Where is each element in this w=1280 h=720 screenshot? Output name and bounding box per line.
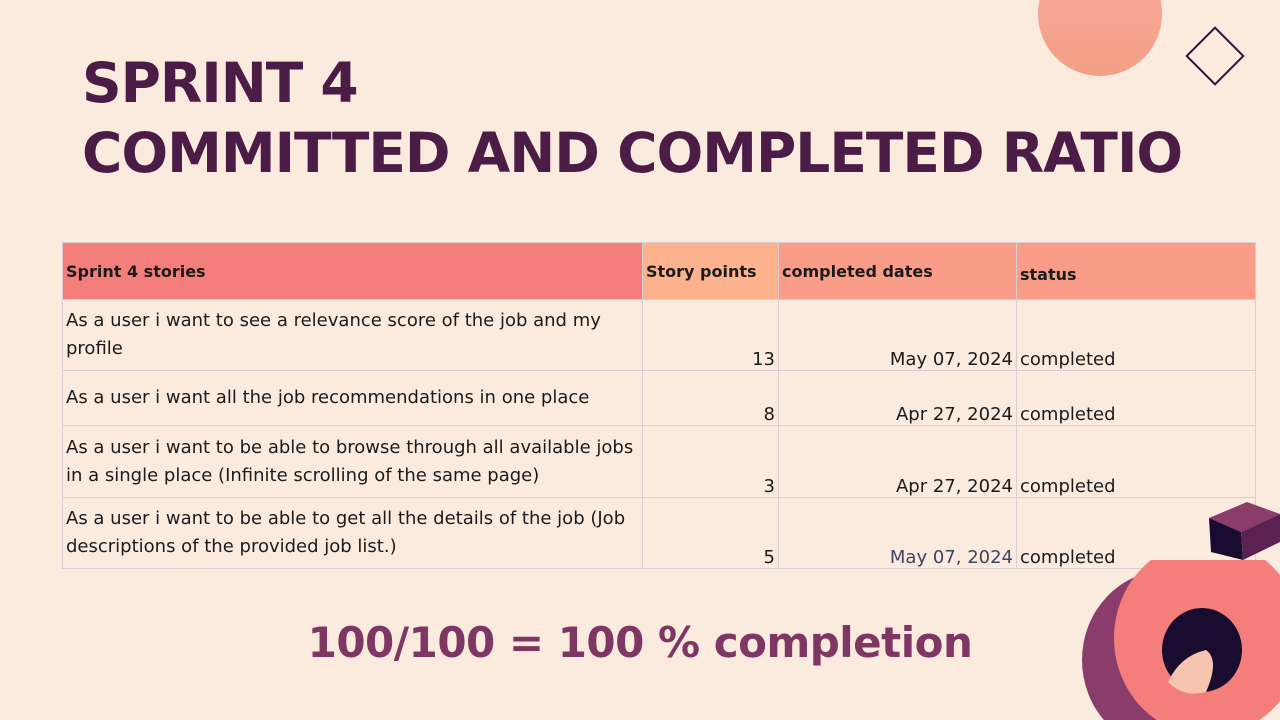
- decorative-diamond: [1185, 26, 1245, 86]
- story-points-cell: 5: [642, 497, 779, 569]
- story-cell: As a user i want all the job recommendat…: [62, 370, 643, 426]
- status-cell: completed: [1016, 370, 1256, 426]
- page-title: SPRINT 4 COMMITTED AND COMPLETED RATIO: [82, 48, 1183, 188]
- header-status: status: [1016, 242, 1256, 300]
- completed-date-cell: May 07, 2024: [778, 299, 1017, 371]
- status-cell: completed: [1016, 299, 1256, 371]
- header-completed-dates: completed dates: [778, 242, 1017, 300]
- story-cell: As a user i want to be able to get all t…: [62, 497, 643, 569]
- story-cell: As a user i want to be able to browse th…: [62, 425, 643, 498]
- stories-table: Sprint 4 stories Story points completed …: [62, 242, 1256, 569]
- table-row: As a user i want to be able to get all t…: [62, 497, 1256, 569]
- title-line-2: COMMITTED AND COMPLETED RATIO: [82, 121, 1183, 185]
- table-row: As a user i want to be able to browse th…: [62, 425, 1256, 498]
- header-stories: Sprint 4 stories: [62, 242, 643, 300]
- story-points-cell: 13: [642, 299, 779, 371]
- story-points-cell: 3: [642, 425, 779, 498]
- completed-date-cell: Apr 27, 2024: [778, 425, 1017, 498]
- decorative-ring: [1082, 560, 1280, 720]
- completion-summary: 100/100 = 100 % completion: [307, 618, 973, 667]
- story-points-cell: 8: [642, 370, 779, 426]
- header-status-label: status: [1020, 264, 1077, 284]
- table-row: As a user i want all the job recommendat…: [62, 370, 1256, 426]
- title-line-1: SPRINT 4: [82, 51, 359, 115]
- completed-date-cell: May 07, 2024: [778, 497, 1017, 569]
- status-cell: completed: [1016, 425, 1256, 498]
- table-header-row: Sprint 4 stories Story points completed …: [62, 242, 1256, 300]
- header-story-points: Story points: [642, 242, 779, 300]
- decorative-cube: [1209, 502, 1280, 560]
- completed-date-cell: Apr 27, 2024: [778, 370, 1017, 426]
- table-row: As a user i want to see a relevance scor…: [62, 299, 1256, 371]
- story-cell: As a user i want to see a relevance scor…: [62, 299, 643, 371]
